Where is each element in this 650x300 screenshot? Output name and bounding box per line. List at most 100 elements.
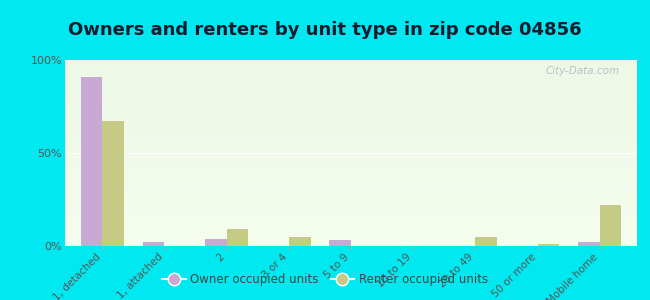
Bar (65, 133, 637, 134)
Bar (65, 136, 637, 138)
Bar (65, 164, 637, 166)
Bar (205, 238, 227, 246)
Bar (65, 211, 637, 212)
Bar (65, 71, 637, 73)
Bar (65, 73, 637, 75)
Bar (65, 159, 637, 161)
Bar (65, 200, 637, 201)
Bar (65, 110, 637, 112)
Bar (65, 201, 637, 203)
Bar (65, 179, 637, 181)
Bar (65, 60, 637, 62)
Bar (65, 140, 637, 142)
Bar (65, 118, 637, 119)
Bar (65, 97, 637, 99)
Bar (65, 75, 637, 77)
Bar (578, 242, 600, 246)
Bar (65, 125, 637, 127)
Bar (65, 153, 637, 155)
Bar (65, 103, 637, 105)
Bar (538, 244, 559, 246)
Bar (65, 80, 637, 82)
Bar (65, 244, 637, 246)
Bar (65, 99, 637, 101)
Bar (65, 220, 637, 222)
Bar (65, 134, 637, 136)
Bar (65, 166, 637, 168)
Bar (65, 214, 637, 216)
Legend: Owner occupied units, Renter occupied units: Owner occupied units, Renter occupied un… (157, 269, 493, 291)
Bar (65, 108, 637, 110)
Text: Owners and renters by unit type in zip code 04856: Owners and renters by unit type in zip c… (68, 21, 582, 39)
Bar (65, 77, 637, 79)
Bar (65, 229, 637, 231)
Bar (475, 237, 497, 246)
Bar (65, 86, 637, 88)
Bar (65, 95, 637, 97)
Bar (65, 114, 637, 116)
Bar (65, 101, 637, 103)
Bar (65, 212, 637, 214)
Bar (65, 151, 637, 153)
Bar (65, 183, 637, 184)
Bar (65, 131, 637, 133)
Bar (65, 207, 637, 209)
Bar (65, 222, 637, 224)
Bar (65, 82, 637, 84)
Bar (65, 66, 637, 68)
Bar (65, 231, 637, 233)
Bar (65, 79, 637, 80)
Bar (102, 122, 124, 246)
Bar (65, 224, 637, 226)
Bar (65, 155, 637, 157)
Bar (65, 235, 637, 237)
Bar (65, 216, 637, 218)
Bar (65, 119, 637, 122)
Bar (65, 123, 637, 125)
Text: City-Data.com: City-Data.com (546, 66, 620, 76)
Bar (65, 92, 637, 94)
Bar (330, 240, 351, 246)
Bar (143, 242, 164, 246)
Bar (65, 242, 637, 244)
Bar (65, 149, 637, 151)
Bar (65, 69, 637, 71)
Bar (65, 240, 637, 242)
Bar (65, 194, 637, 196)
Bar (81, 77, 102, 246)
Bar (65, 233, 637, 235)
Bar (65, 172, 637, 173)
Bar (65, 88, 637, 90)
Bar (289, 237, 311, 246)
Bar (65, 84, 637, 86)
Bar (65, 127, 637, 129)
Bar (65, 122, 637, 123)
Bar (65, 62, 637, 64)
Bar (65, 196, 637, 198)
Bar (65, 94, 637, 95)
Bar (65, 138, 637, 140)
Bar (65, 170, 637, 172)
Bar (65, 160, 637, 162)
Bar (65, 129, 637, 131)
Bar (600, 205, 621, 246)
Bar (65, 106, 637, 108)
Bar (65, 203, 637, 205)
Bar (65, 227, 637, 229)
Bar (65, 175, 637, 177)
Bar (65, 64, 637, 66)
Bar (65, 105, 637, 106)
Bar (65, 173, 637, 175)
Bar (65, 146, 637, 147)
Bar (65, 198, 637, 200)
Bar (65, 218, 637, 220)
Bar (65, 188, 637, 190)
Bar (65, 238, 637, 240)
Bar (65, 162, 637, 164)
Bar (65, 144, 637, 146)
Bar (65, 90, 637, 92)
Bar (65, 192, 637, 194)
Bar (65, 112, 637, 114)
Bar (65, 187, 637, 188)
Bar (65, 209, 637, 211)
